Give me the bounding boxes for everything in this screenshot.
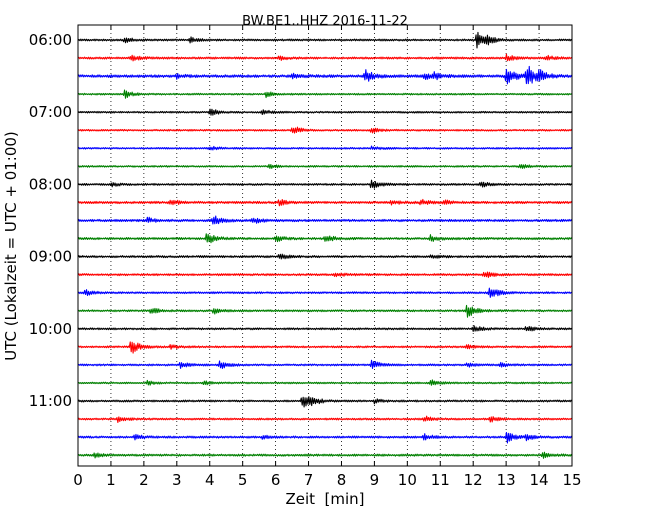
trace-0845 [77,233,573,244]
y-tick-label-2: 08:00 [29,175,72,193]
trace-0615 [77,53,573,62]
y-axis-label: UTC (Lokalzeit = UTC + 01:00) [2,131,20,361]
trace-0630 [77,65,573,85]
x-tick-label-2: 2 [139,471,149,489]
y-tick-label-3: 09:00 [29,248,72,266]
trace-1045 [77,379,573,386]
x-tick-label-3: 3 [172,471,182,489]
trace-0700 [77,108,573,116]
chart-title: BW.BE1..HHZ 2016-11-22 [242,14,408,29]
trace-0900 [77,253,573,260]
y-tick-label-0: 06:00 [29,31,72,49]
x-tick-label-10: 10 [398,471,417,489]
trace-0745 [77,163,573,169]
x-tick-label-15: 15 [562,471,581,489]
x-tick-label-5: 5 [238,471,248,489]
x-tick-label-0: 0 [73,471,83,489]
x-tick-label-12: 12 [464,471,483,489]
x-tick-label-11: 11 [431,471,450,489]
trace-0930 [77,287,573,298]
trace-1000 [77,325,573,332]
trace-1015 [77,341,573,354]
trace-1115 [77,415,573,424]
plot-area-frame [77,24,573,467]
x-tick-label-1: 1 [106,471,116,489]
x-tick-label-7: 7 [304,471,314,489]
x-tick-label-14: 14 [530,471,549,489]
trace-0945 [77,304,573,318]
y-tick-label-5: 11:00 [29,392,72,410]
x-axis-label: Zeit [min] [285,490,364,508]
trace-0915 [77,271,573,278]
x-tick-label-8: 8 [337,471,347,489]
y-axis-ticks: 06:00 07:00 08:00 09:00 10:00 11:00 [29,31,572,410]
seismic-traces [77,31,573,459]
x-tick-label-13: 13 [497,471,516,489]
y-tick-label-1: 07:00 [29,103,72,121]
trace-1130 [77,431,573,444]
trace-0730 [77,145,573,151]
trace-0600 [77,31,573,49]
x-tick-label-4: 4 [205,471,215,489]
trace-0815 [77,198,573,207]
trace-1145 [77,451,573,459]
y-tick-label-4: 10:00 [29,320,72,338]
trace-0800 [77,179,573,189]
trace-0830 [77,215,573,225]
trace-0715 [77,126,573,134]
grid-lines [110,25,540,466]
trace-1030 [77,359,573,369]
x-axis-ticks: 0 1 2 3 4 5 6 7 8 9 10 11 12 13 14 15 [73,25,582,489]
x-tick-label-6: 6 [271,471,281,489]
trace-0645 [77,89,573,99]
trace-1100 [77,396,573,408]
x-tick-label-9: 9 [370,471,380,489]
